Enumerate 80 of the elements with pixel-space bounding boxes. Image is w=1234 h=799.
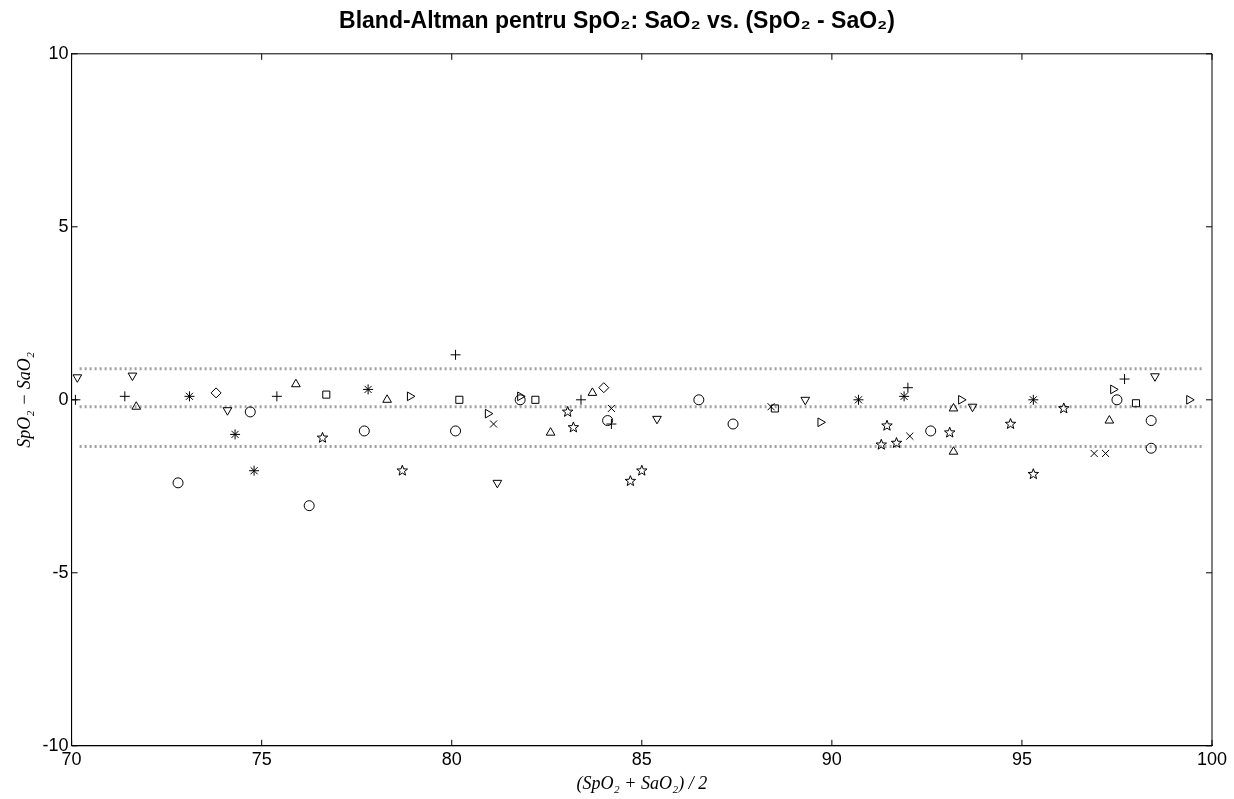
point <box>1145 415 1157 427</box>
x-tick-label: 75 <box>251 748 272 769</box>
point <box>1111 394 1123 406</box>
point <box>1104 415 1115 424</box>
x-tick-label: 100 <box>1196 748 1228 769</box>
point <box>1027 468 1040 480</box>
point <box>382 394 392 403</box>
point <box>1027 394 1039 406</box>
point <box>800 396 811 406</box>
point <box>322 390 331 399</box>
point <box>1004 418 1017 429</box>
point <box>817 417 826 428</box>
point <box>561 405 574 417</box>
point <box>948 446 959 455</box>
x-tick-label: 95 <box>1011 748 1032 769</box>
point <box>484 408 494 419</box>
point <box>362 383 374 395</box>
point <box>131 401 142 410</box>
point <box>902 382 914 394</box>
point <box>1058 402 1070 414</box>
point <box>517 391 526 402</box>
point <box>492 479 503 489</box>
point <box>222 407 233 416</box>
point <box>248 465 260 477</box>
point <box>925 425 937 437</box>
point <box>652 415 662 425</box>
point <box>303 500 315 512</box>
point <box>598 382 610 394</box>
point <box>545 427 556 436</box>
point <box>450 349 462 361</box>
point <box>636 464 648 476</box>
x-axis-title: (SpO₂ + SaO₂) / 2 <box>576 772 708 794</box>
point <box>1150 373 1160 382</box>
point <box>244 406 256 418</box>
point <box>396 464 409 476</box>
point <box>575 394 587 406</box>
y-tick-label: -5 <box>52 561 69 582</box>
point <box>852 394 864 406</box>
point <box>1186 394 1195 405</box>
point <box>727 418 739 430</box>
point <box>967 403 978 413</box>
point <box>514 394 526 406</box>
point <box>898 390 910 402</box>
y-axis-title: SpO₂ − SaO₂ <box>13 351 34 448</box>
point <box>271 390 283 402</box>
point <box>72 374 83 383</box>
point <box>624 475 637 487</box>
point <box>875 438 888 450</box>
point <box>127 372 138 382</box>
point <box>1110 384 1119 395</box>
x-tick-label: 85 <box>631 748 652 769</box>
point <box>229 428 241 440</box>
point <box>1145 442 1157 454</box>
point <box>1131 399 1141 408</box>
point <box>119 390 131 402</box>
point <box>358 425 370 437</box>
point <box>587 387 598 396</box>
point <box>183 390 195 402</box>
point <box>567 421 580 433</box>
y-tick-label: 0 <box>58 388 69 409</box>
point <box>455 395 464 404</box>
point <box>316 431 329 443</box>
point <box>210 387 222 399</box>
point <box>1119 373 1131 385</box>
x-tick-label: 80 <box>441 748 462 769</box>
y-tick-label: 5 <box>58 215 69 236</box>
point <box>890 437 903 448</box>
point <box>531 395 540 404</box>
point <box>881 419 893 431</box>
chart-title: Bland-Altman pentru SpO₂: SaO₂ vs. (SpO₂ - SaO₂) <box>338 6 896 35</box>
point <box>948 402 959 412</box>
y-tick-label: 10 <box>48 42 69 63</box>
point <box>450 425 462 437</box>
x-tick-label: 90 <box>821 748 842 769</box>
point <box>291 378 301 388</box>
point <box>943 426 956 438</box>
point <box>693 394 705 406</box>
point <box>958 394 967 405</box>
point <box>406 391 416 402</box>
point <box>172 477 184 489</box>
